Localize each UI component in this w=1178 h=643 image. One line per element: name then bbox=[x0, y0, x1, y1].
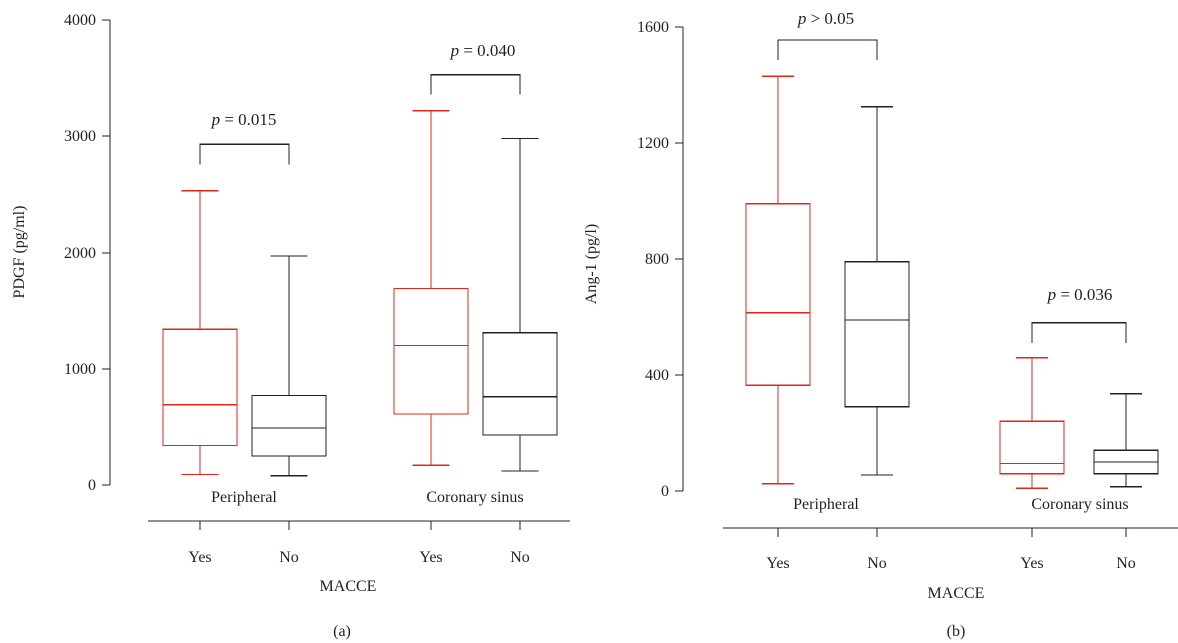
y-tick-label: 4000 bbox=[64, 12, 96, 29]
box-plot-marks bbox=[162, 73, 558, 477]
group-label-peripheral: Peripheral bbox=[211, 489, 277, 506]
panel-b: 0 400 800 1200 1600 Ang-1 (pg/l) Yes No … bbox=[583, 9, 1178, 640]
x-tick-marks bbox=[777, 528, 1127, 537]
x-axis-label: MACCE bbox=[928, 585, 985, 602]
x-tick-label-no: No bbox=[279, 549, 299, 566]
group-label-coronary-sinus: Coronary sinus bbox=[426, 489, 523, 506]
significance-bracket bbox=[199, 143, 290, 165]
y-tick-label: 2000 bbox=[64, 245, 96, 262]
p-value-label: p > 0.05 bbox=[797, 9, 854, 28]
x-tick-label-no: No bbox=[1116, 555, 1136, 572]
x-axis-label: MACCE bbox=[320, 578, 377, 595]
y-tick-label: 3000 bbox=[64, 128, 96, 145]
panel-label-a: (a) bbox=[333, 623, 351, 640]
iqr-box bbox=[251, 394, 327, 457]
y-tick-label: 1200 bbox=[637, 135, 669, 152]
box-plot-yes bbox=[745, 75, 811, 485]
panel-label-b: (b) bbox=[947, 623, 966, 640]
p-value-label: p = 0.040 bbox=[450, 41, 516, 60]
iqr-box bbox=[844, 261, 910, 408]
y-tick-labels: 0 1000 2000 3000 4000 bbox=[64, 12, 96, 494]
box-plot-marks bbox=[745, 39, 1159, 489]
y-tick-label: 400 bbox=[645, 367, 669, 384]
p-value-annotations: p = 0.015 p = 0.040 bbox=[211, 41, 516, 129]
iqr-box bbox=[162, 328, 238, 447]
y-tick-label: 800 bbox=[645, 251, 669, 268]
iqr-box bbox=[482, 332, 558, 436]
x-tick-label-yes: Yes bbox=[1020, 555, 1043, 572]
box-plot-no bbox=[844, 106, 910, 476]
y-tick-label: 0 bbox=[661, 483, 669, 500]
y-tick-label: 1000 bbox=[64, 361, 96, 378]
box-plot-no bbox=[482, 137, 558, 472]
y-tick-label: 0 bbox=[88, 477, 96, 494]
box-plot-yes bbox=[162, 190, 238, 476]
panel-a: 0 1000 2000 3000 4000 PDGF (pg/ml) Yes N… bbox=[11, 12, 570, 640]
y-tick-labels: 0 400 800 1200 1600 bbox=[637, 19, 669, 500]
x-tick-label-no: No bbox=[510, 549, 530, 566]
y-tick-marks bbox=[675, 26, 683, 492]
group-label-coronary-sinus: Coronary sinus bbox=[1031, 496, 1128, 513]
x-tick-marks bbox=[199, 521, 521, 530]
y-axis-label: PDGF (pg/ml) bbox=[11, 206, 28, 299]
x-tick-labels: Yes No Yes No bbox=[766, 555, 1135, 572]
p-value-label: p = 0.036 bbox=[1047, 285, 1113, 304]
iqr-box bbox=[745, 203, 811, 386]
x-tick-label-no: No bbox=[867, 555, 887, 572]
x-tick-label-yes: Yes bbox=[419, 549, 442, 566]
iqr-box bbox=[999, 420, 1065, 475]
box-plot-yes bbox=[999, 356, 1065, 489]
significance-bracket bbox=[430, 73, 521, 95]
box-plot-yes bbox=[393, 110, 469, 466]
x-tick-labels: Yes No Yes No bbox=[188, 549, 529, 566]
significance-bracket bbox=[777, 39, 878, 61]
significance-bracket bbox=[1031, 322, 1127, 343]
p-value-label: p = 0.015 bbox=[211, 110, 277, 129]
box-plot-no bbox=[1093, 393, 1159, 488]
y-axis-label: Ang-1 (pg/l) bbox=[583, 224, 600, 304]
y-tick-marks bbox=[102, 19, 110, 486]
iqr-box bbox=[393, 287, 469, 415]
y-tick-label: 1600 bbox=[637, 19, 669, 36]
x-tick-label-yes: Yes bbox=[188, 549, 211, 566]
group-label-peripheral: Peripheral bbox=[793, 496, 859, 513]
p-value-annotations: p > 0.05 p = 0.036 bbox=[797, 9, 1113, 304]
box-plot-no bbox=[251, 255, 327, 477]
x-tick-label-yes: Yes bbox=[766, 555, 789, 572]
